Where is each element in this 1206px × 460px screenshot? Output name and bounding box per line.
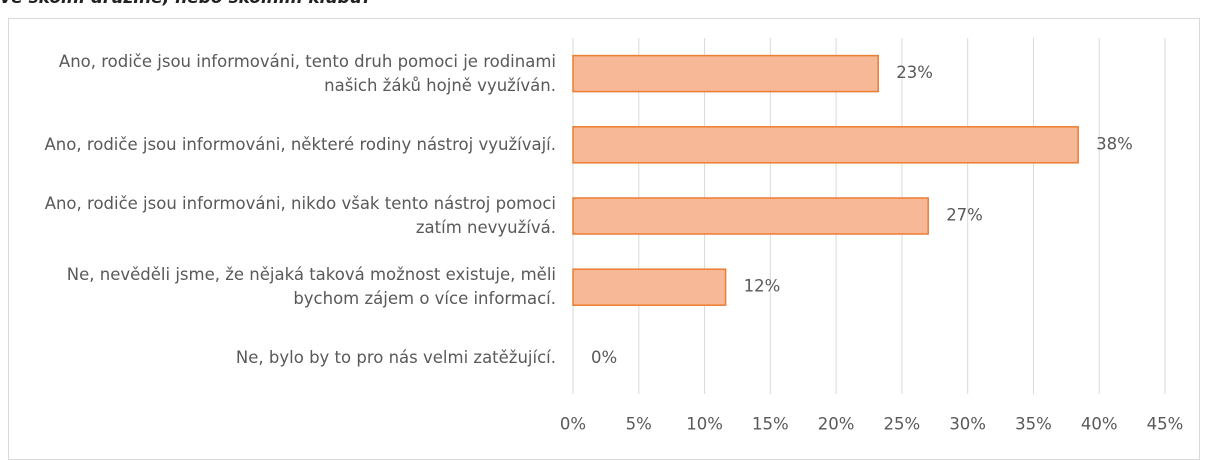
data-label: 23% bbox=[896, 63, 933, 82]
x-tick-label: 0% bbox=[560, 415, 586, 434]
bar bbox=[572, 126, 1079, 164]
x-tick-label: 45% bbox=[1147, 415, 1184, 434]
x-tick-label: 35% bbox=[1015, 415, 1052, 434]
data-label: 38% bbox=[1096, 134, 1133, 153]
bar bbox=[572, 197, 929, 235]
data-label: 27% bbox=[946, 206, 983, 225]
category-label: Ano, rodiče jsou informováni, tento druh… bbox=[58, 51, 556, 95]
category-label: Ano, rodiče jsou informováni, některé ro… bbox=[44, 134, 556, 154]
category-label: Ne, bylo by to pro nás velmi zatěžující. bbox=[235, 348, 556, 368]
category-label: Ano, rodiče jsou informováni, nikdo však… bbox=[44, 194, 556, 237]
bar bbox=[572, 268, 727, 306]
chart: 0% 5% 10% 15% 20% 25% 30% 35% 40% 45% 23% 38% 27% 12%… bbox=[560, 38, 1184, 434]
x-tick-label: 15% bbox=[752, 415, 789, 434]
bar bbox=[572, 54, 879, 93]
chart-title: ve školní družině, nebo školním klubu? bbox=[0, 0, 372, 8]
x-tick-label: 10% bbox=[686, 415, 723, 434]
x-tick-label: 40% bbox=[1081, 415, 1118, 434]
category-label: Ne, nevěděli jsme, že nějaká taková možn… bbox=[66, 265, 556, 309]
x-tick-label: 30% bbox=[949, 415, 986, 434]
data-label: 0% bbox=[591, 348, 617, 367]
data-label: 12% bbox=[744, 277, 781, 296]
x-tick-label: 20% bbox=[818, 415, 855, 434]
x-tick-label: 5% bbox=[626, 415, 652, 434]
x-tick-label: 25% bbox=[884, 415, 921, 434]
